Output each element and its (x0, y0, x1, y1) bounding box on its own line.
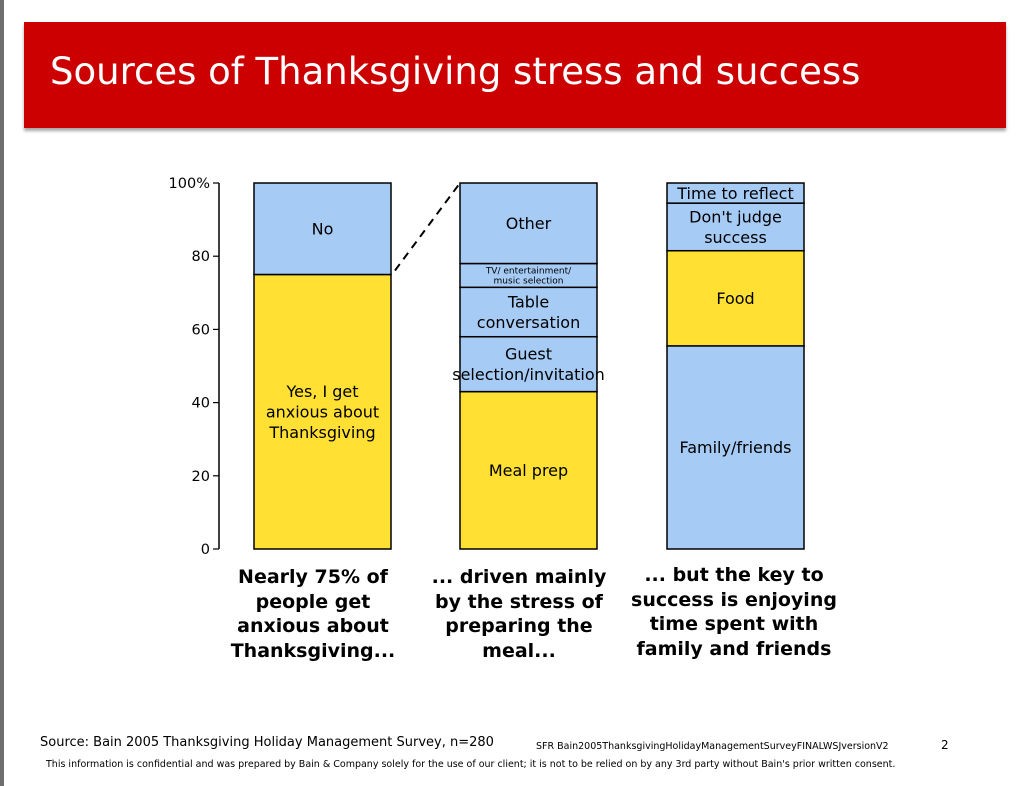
segment-label: Yes, I get (285, 382, 358, 401)
segment-label: Don't judge (689, 207, 782, 226)
caption-line: people get (255, 590, 371, 613)
caption-bar-3: ... but the key to success is enjoying t… (614, 563, 854, 661)
bar-segment (666, 345, 805, 550)
caption-line: by the stress of (435, 590, 603, 613)
segment-label: selection/invitation (452, 365, 605, 384)
confidentiality-notice: This information is confidential and was… (46, 759, 896, 770)
bar-segment (459, 390, 598, 550)
y-tick-label: 80 (192, 249, 210, 265)
page-number: 2 (941, 738, 949, 752)
bar-segment (459, 286, 598, 338)
segment-label: music selection (494, 277, 564, 287)
bar-segment (666, 182, 805, 204)
segment-label: Table (507, 293, 549, 312)
segment-label: Guest (505, 345, 552, 364)
file-name: SFR Bain2005ThanksgivingHolidayManagemen… (536, 741, 889, 752)
bar-segment (253, 182, 392, 276)
caption-line: success is enjoying (631, 588, 837, 611)
caption-bar-2: ... driven mainly by the stress of prepa… (399, 565, 639, 663)
segment-label: No (312, 220, 334, 239)
caption-line: anxious about (237, 615, 389, 637)
page-title: Sources of Thanksgiving stress and succe… (50, 50, 861, 93)
y-tick-label: 100% (169, 176, 210, 192)
segment-label: anxious about (266, 403, 379, 422)
y-tick-label: 20 (192, 469, 210, 485)
source-note: Source: Bain 2005 Thanksgiving Holiday M… (40, 735, 494, 750)
segment-label: Meal prep (489, 461, 568, 480)
segment-label: Thanksgiving (268, 423, 375, 442)
page-edge (0, 0, 4, 786)
connector-line (394, 182, 461, 272)
caption-line: time spent with (649, 613, 819, 635)
caption-line: ... but the key to (644, 564, 824, 586)
bar-segment (459, 182, 598, 265)
segment-label: Time to reflect (676, 184, 793, 203)
caption-line: Thanksgiving... (230, 639, 396, 662)
segment-label: success (704, 228, 767, 247)
y-tick-label: 60 (192, 322, 210, 338)
y-tick-label: 40 (192, 396, 210, 412)
caption-line: ... driven mainly (431, 566, 607, 588)
caption-line: family and friends (636, 637, 832, 660)
bar-segment (666, 202, 805, 252)
caption-bar-1: Nearly 75% of people get anxious about T… (193, 565, 433, 663)
title-banner: Sources of Thanksgiving stress and succe… (24, 22, 1006, 128)
segment-label: TV/ entertainment/ (485, 267, 572, 277)
caption-line: Nearly 75% of (238, 566, 388, 588)
segment-label: Family/friends (679, 438, 791, 457)
segment-label: Food (716, 289, 754, 308)
y-tick-label: 0 (201, 542, 210, 558)
bar-segment (253, 273, 392, 550)
segment-label: Other (506, 214, 552, 233)
caption-line: preparing the (445, 615, 593, 637)
caption-line: meal... (482, 639, 556, 662)
segment-label: conversation (477, 313, 580, 332)
